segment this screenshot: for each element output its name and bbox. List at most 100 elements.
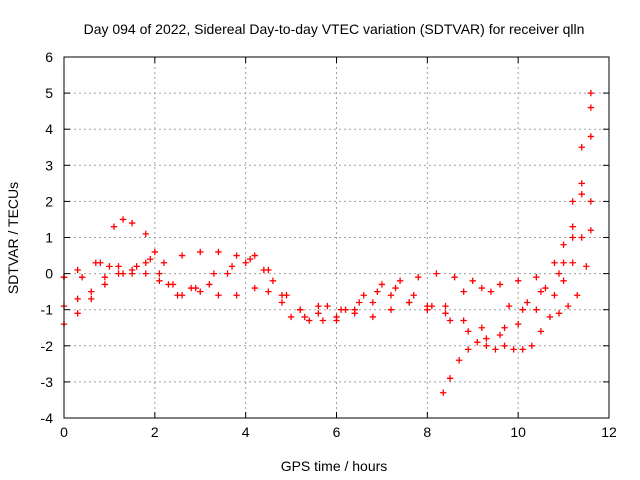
data-point bbox=[501, 342, 508, 349]
data-point bbox=[369, 313, 377, 321]
data-point bbox=[269, 277, 277, 285]
data-point bbox=[242, 259, 249, 266]
data-point bbox=[578, 190, 585, 198]
data-point bbox=[410, 292, 417, 299]
data-point bbox=[392, 284, 399, 292]
data-point bbox=[537, 288, 545, 295]
data-point bbox=[315, 302, 322, 310]
data-point bbox=[278, 299, 286, 306]
data-point bbox=[128, 270, 136, 277]
x-axis-label: GPS time / hours bbox=[281, 458, 388, 474]
data-point bbox=[574, 292, 581, 299]
data-point bbox=[578, 180, 585, 187]
data-point bbox=[446, 317, 454, 324]
data-point bbox=[551, 259, 558, 266]
data-point bbox=[224, 270, 231, 277]
data-point bbox=[133, 263, 140, 270]
x-tick-label: 6 bbox=[333, 424, 341, 440]
data-point bbox=[587, 227, 595, 234]
data-point bbox=[569, 223, 576, 230]
y-tick-label: -2 bbox=[41, 338, 54, 354]
data-point bbox=[151, 248, 159, 256]
data-point bbox=[78, 274, 86, 281]
data-point bbox=[233, 292, 240, 299]
chart-title: Day 094 of 2022, Sidereal Day-to-day VTE… bbox=[84, 21, 585, 37]
data-point bbox=[315, 310, 322, 317]
data-point bbox=[169, 281, 177, 288]
data-point bbox=[74, 310, 81, 317]
data-point bbox=[233, 252, 240, 259]
data-point bbox=[492, 346, 499, 353]
data-point bbox=[287, 313, 295, 321]
y-tick-label: 6 bbox=[45, 49, 53, 65]
data-point bbox=[578, 144, 585, 151]
data-point bbox=[501, 324, 508, 331]
data-point bbox=[440, 389, 447, 396]
data-markers bbox=[60, 89, 595, 396]
data-point bbox=[555, 310, 563, 317]
data-point bbox=[228, 263, 236, 270]
data-point bbox=[374, 288, 381, 295]
data-point bbox=[74, 295, 81, 303]
data-point bbox=[514, 277, 522, 285]
data-point bbox=[351, 310, 358, 317]
y-tick-label: -3 bbox=[41, 374, 54, 390]
data-point bbox=[483, 335, 490, 342]
data-point bbox=[533, 274, 540, 281]
grid bbox=[64, 57, 609, 418]
series-track-1 bbox=[60, 89, 595, 321]
x-tick-label: 8 bbox=[423, 424, 431, 440]
y-axis-label: SDTVAR / TECUs bbox=[5, 182, 21, 294]
series-track-4 bbox=[60, 198, 595, 339]
data-point bbox=[247, 255, 254, 263]
data-point bbox=[460, 288, 467, 295]
data-point bbox=[542, 284, 549, 292]
data-point bbox=[74, 266, 81, 274]
data-point bbox=[446, 375, 454, 382]
data-point bbox=[296, 306, 304, 313]
data-point bbox=[578, 234, 585, 241]
data-point bbox=[587, 133, 595, 140]
data-point bbox=[387, 306, 395, 313]
data-point bbox=[142, 230, 149, 238]
data-point bbox=[174, 292, 181, 299]
data-point bbox=[564, 302, 572, 310]
data-point bbox=[455, 357, 463, 364]
data-point bbox=[524, 299, 531, 306]
data-point bbox=[115, 263, 122, 270]
data-point bbox=[324, 302, 331, 310]
x-tick-label: 2 bbox=[151, 424, 159, 440]
data-point bbox=[505, 302, 513, 310]
data-point bbox=[537, 328, 545, 335]
data-point bbox=[319, 317, 327, 324]
data-point bbox=[88, 295, 95, 303]
x-tick-label: 4 bbox=[242, 424, 250, 440]
x-tick-label: 10 bbox=[510, 424, 526, 440]
data-point bbox=[474, 338, 481, 346]
data-point bbox=[265, 288, 272, 295]
data-point bbox=[92, 259, 99, 266]
data-point bbox=[433, 270, 440, 277]
data-point bbox=[178, 252, 186, 259]
data-point bbox=[156, 270, 163, 277]
data-point bbox=[569, 234, 576, 241]
data-point bbox=[442, 310, 449, 317]
data-point bbox=[119, 216, 127, 223]
data-point bbox=[424, 302, 431, 310]
data-point bbox=[378, 281, 386, 288]
series-track-2 bbox=[60, 104, 595, 324]
data-point bbox=[469, 277, 476, 285]
y-tick-label: -1 bbox=[41, 302, 54, 318]
data-point bbox=[197, 288, 204, 295]
data-point bbox=[369, 299, 377, 306]
data-point bbox=[478, 324, 486, 331]
data-point bbox=[356, 299, 363, 306]
data-point bbox=[415, 274, 422, 281]
data-point bbox=[487, 288, 495, 295]
data-point bbox=[337, 306, 345, 313]
data-point bbox=[478, 284, 486, 292]
data-point bbox=[197, 248, 204, 256]
data-point bbox=[387, 292, 395, 299]
data-point bbox=[206, 281, 213, 288]
data-point bbox=[460, 317, 467, 324]
